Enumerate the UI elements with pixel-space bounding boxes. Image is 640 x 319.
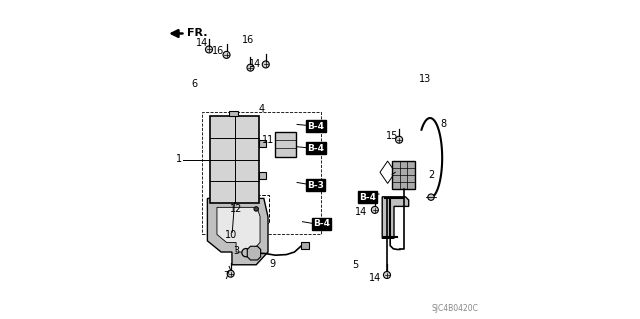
- Text: 14: 14: [196, 38, 208, 48]
- Text: 2: 2: [428, 170, 435, 181]
- Text: 1: 1: [176, 154, 182, 165]
- Bar: [259, 172, 266, 179]
- Circle shape: [396, 136, 403, 143]
- Text: 11: 11: [262, 135, 275, 145]
- Text: 9: 9: [269, 259, 276, 269]
- Bar: [259, 140, 266, 147]
- Polygon shape: [217, 207, 260, 252]
- Circle shape: [242, 249, 250, 257]
- Text: 3: 3: [234, 246, 239, 256]
- Circle shape: [262, 61, 269, 68]
- Text: B-4: B-4: [313, 219, 330, 228]
- Text: 16: 16: [242, 35, 254, 45]
- Text: 10: 10: [225, 230, 237, 241]
- Text: 14: 14: [369, 272, 381, 283]
- Circle shape: [227, 270, 234, 277]
- Polygon shape: [382, 197, 409, 238]
- Circle shape: [223, 51, 230, 58]
- Bar: [275, 132, 296, 157]
- Polygon shape: [247, 246, 260, 260]
- Circle shape: [428, 194, 434, 200]
- Text: B-4: B-4: [307, 144, 324, 153]
- Text: FR.: FR.: [187, 28, 207, 39]
- Text: 5: 5: [353, 260, 359, 271]
- Text: 15: 15: [386, 130, 398, 141]
- Text: 13: 13: [419, 74, 431, 84]
- Polygon shape: [207, 198, 268, 265]
- Bar: [392, 161, 415, 189]
- Bar: [244, 195, 269, 223]
- Text: B-3: B-3: [307, 181, 324, 189]
- Text: SJC4B0420C: SJC4B0420C: [431, 304, 478, 313]
- Bar: [202, 113, 321, 234]
- Circle shape: [254, 207, 259, 211]
- Bar: [210, 116, 259, 204]
- Text: B-4: B-4: [359, 193, 376, 202]
- Text: 8: 8: [440, 119, 447, 129]
- Bar: [228, 111, 237, 116]
- Circle shape: [205, 46, 212, 53]
- Text: B-4: B-4: [307, 122, 324, 130]
- Text: 16: 16: [212, 46, 224, 56]
- Text: 12: 12: [230, 204, 242, 214]
- Text: 6: 6: [191, 78, 197, 89]
- Circle shape: [371, 206, 378, 213]
- Text: 14: 14: [355, 207, 367, 217]
- Bar: [301, 242, 309, 249]
- Circle shape: [247, 64, 254, 71]
- Text: 14: 14: [248, 59, 260, 69]
- Text: 4: 4: [259, 104, 265, 114]
- Text: 7: 7: [223, 271, 230, 281]
- Circle shape: [383, 271, 390, 278]
